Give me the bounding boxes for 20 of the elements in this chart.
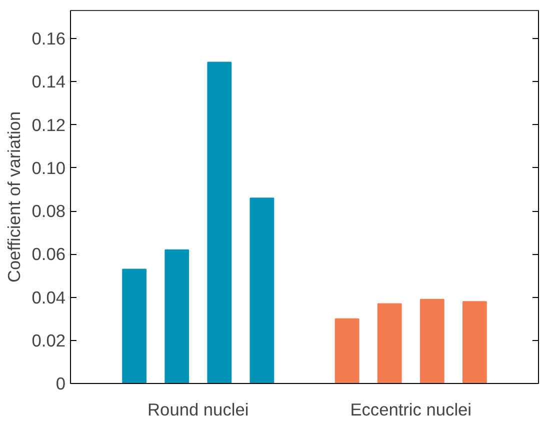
bar	[377, 303, 402, 384]
bar	[462, 301, 487, 384]
y-axis-title: Coefficient of variation	[4, 111, 24, 283]
bar	[122, 268, 147, 384]
y-tick-label: 0.16	[32, 28, 66, 49]
text: Round nuclei	[148, 400, 249, 420]
bar	[207, 62, 232, 384]
y-tick-label: 0.04	[32, 287, 66, 308]
y-tick-label: 0.12	[32, 114, 66, 135]
text: Eccentric nuclei	[350, 400, 472, 420]
y-tick-label: 0.10	[32, 158, 66, 178]
bar	[250, 198, 274, 384]
y-tick-label: 0.08	[32, 201, 66, 222]
y-tick-label: 0	[56, 374, 66, 394]
y-tick-label: 0.06	[32, 244, 66, 264]
y-tick-label: 0.14	[32, 72, 66, 92]
y-tick-label: 0.02	[32, 330, 66, 350]
bar	[164, 249, 190, 384]
bar	[334, 318, 360, 384]
bar	[420, 298, 444, 384]
